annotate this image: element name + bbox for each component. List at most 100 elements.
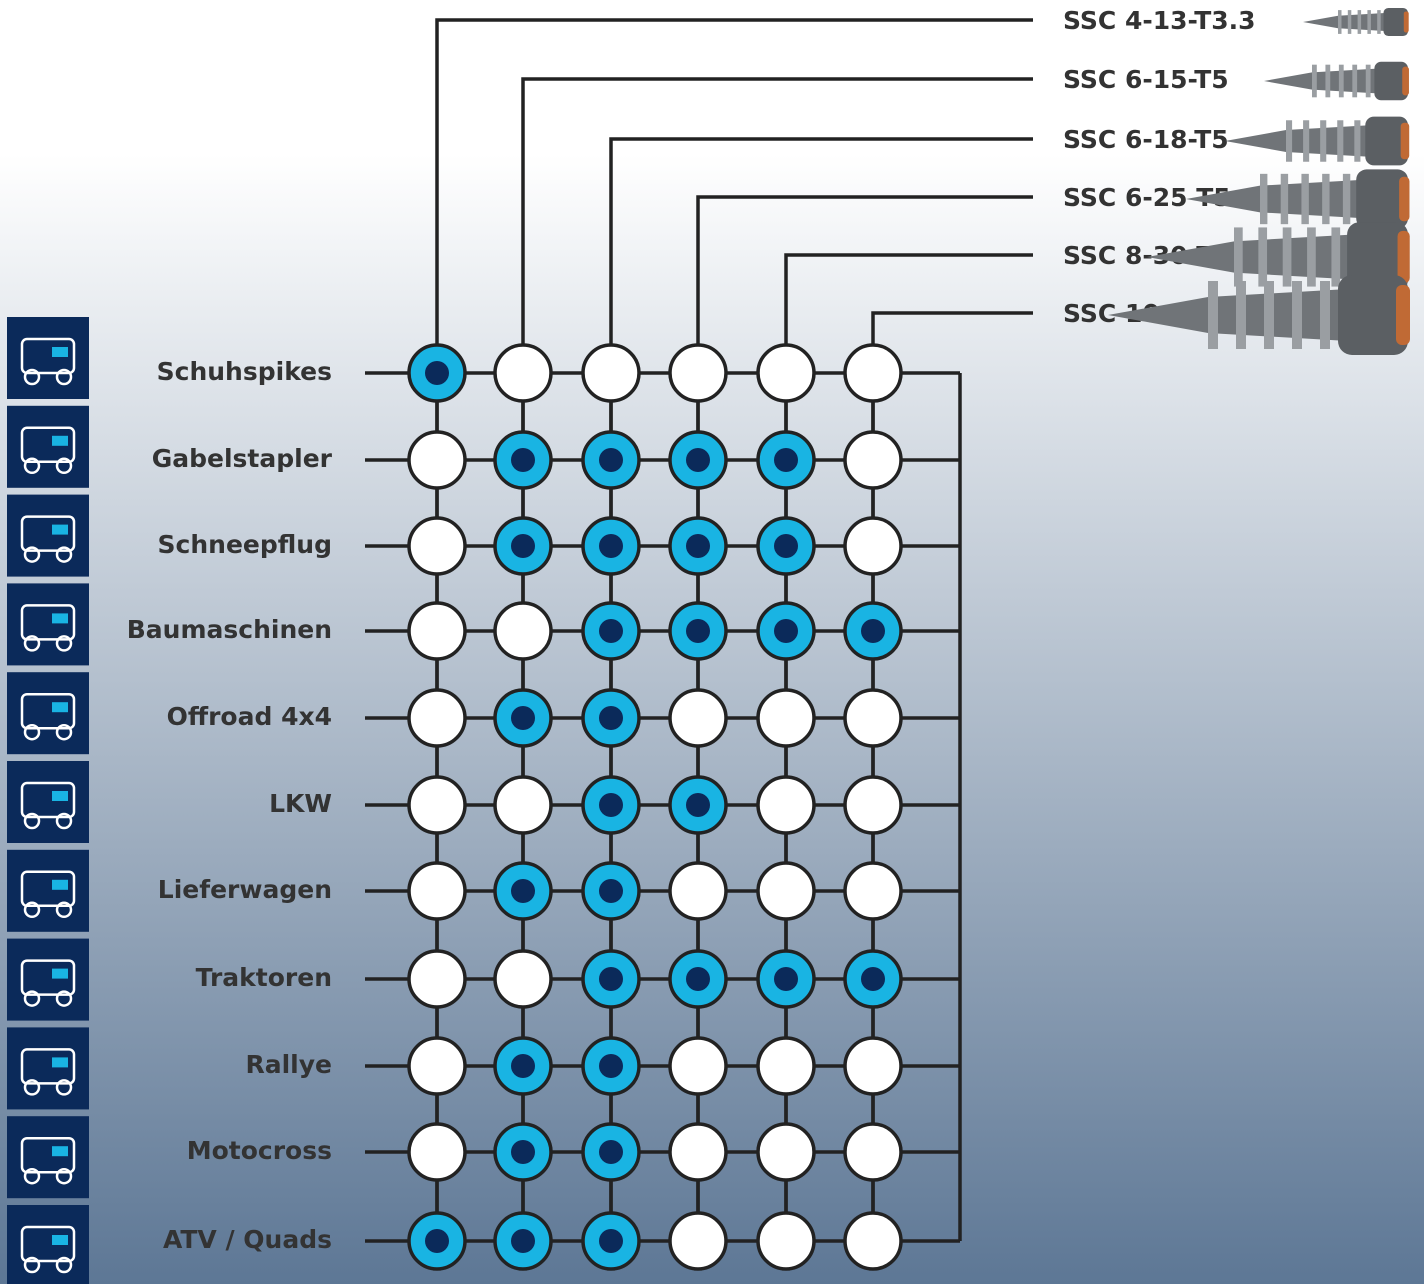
screw-body [1225,125,1372,157]
icon-accent [52,702,68,713]
application-label: Lieferwagen [158,875,332,904]
node-dot [774,619,798,643]
icon-wheel [55,901,73,919]
product-label: SSC 4-13-T3.3 [1063,6,1256,35]
empty-node [668,1122,728,1182]
icon-accent [52,791,68,801]
icon-wheel [23,457,41,475]
node-ring [668,1036,728,1096]
screw-thread [1264,281,1274,349]
empty-node [581,343,641,403]
application-label: Schneepflug [158,530,332,559]
screw-thread [1292,281,1302,349]
node-ring [843,861,903,921]
icon-wheel [55,368,73,386]
empty-node [407,688,467,748]
screw-tip [1396,285,1410,345]
empty-node [407,601,467,661]
screw-body [1147,234,1356,280]
empty-node [756,688,816,748]
compatible-node [581,775,641,835]
icon-wheel [55,1167,73,1185]
application-icon [7,1027,89,1110]
icon-shape [20,1048,76,1085]
compatible-node [756,516,816,576]
screw-thread [1208,281,1218,349]
screw-thread [1342,173,1351,225]
application-icon [7,583,89,666]
screw-body [1264,68,1380,94]
compatible-node [581,601,641,661]
empty-node [407,1036,467,1096]
screw-thread [1286,120,1293,162]
empty-node [493,775,553,835]
compatible-node [581,688,641,748]
screw-thread [1236,281,1246,349]
node-ring [407,1036,467,1096]
screw-tip [1399,176,1410,222]
application-icon [7,405,89,488]
icon-wheel [55,1079,73,1096]
screw-thread [1331,227,1341,287]
screw-head [1347,222,1408,292]
node-dot [425,1229,449,1253]
empty-node [843,516,903,576]
compatible-node [407,343,467,403]
node-ring [407,949,467,1009]
icon-accent [52,1235,68,1245]
node-ring [407,775,467,835]
node-dot [686,793,710,817]
node-dot [686,967,710,991]
application-icon [7,317,89,399]
application-label: Traktoren [196,963,332,992]
icon-wheel [55,990,73,1007]
product-label: SSC 6-18-T5 [1063,125,1229,154]
screw-body [1186,179,1364,219]
screw-thread [1354,120,1361,162]
node-ring [756,861,816,921]
compatible-node [668,430,728,490]
application-icon [7,938,89,1021]
node-ring [756,1036,816,1096]
screw-head [1365,116,1408,166]
screw-icon [1186,169,1410,229]
icon-shape [20,959,76,996]
screw-thread [1377,10,1381,34]
node-ring [843,343,903,403]
compatible-node [668,601,728,661]
screw-thread [1234,227,1243,287]
icon-accent [52,524,68,535]
compatible-node [843,601,903,661]
icon-accent [52,1146,68,1157]
empty-node [668,1211,728,1271]
node-dot [511,879,535,903]
node-dot [861,967,885,991]
empty-node [668,1036,728,1096]
application-label: LKW [269,789,332,818]
node-ring [756,775,816,835]
screw-thread [1322,173,1330,225]
node-ring [843,1036,903,1096]
screw-thread [1282,227,1292,287]
compatible-node [493,430,553,490]
icon-wheel [23,812,41,830]
screw-head [1338,275,1408,355]
screw-icon [1108,275,1410,355]
application-icon [7,761,89,843]
node-dot [511,1140,535,1164]
application-label: Baumaschinen [127,615,332,644]
node-dot [686,619,710,643]
screw-icon [1264,61,1409,101]
compatible-node [493,516,553,576]
icon-accent [52,968,68,979]
product-label: SSC 6-15-T5 [1063,65,1229,94]
node-dot [774,448,798,472]
screw-thread [1352,64,1358,98]
screw-icon [1225,116,1410,166]
screw-thread [1303,120,1310,162]
icon-shape [20,781,76,819]
icon-wheel [55,546,73,563]
node-ring [581,343,641,403]
screw-thread [1301,173,1309,225]
screw-icon [1303,7,1409,36]
